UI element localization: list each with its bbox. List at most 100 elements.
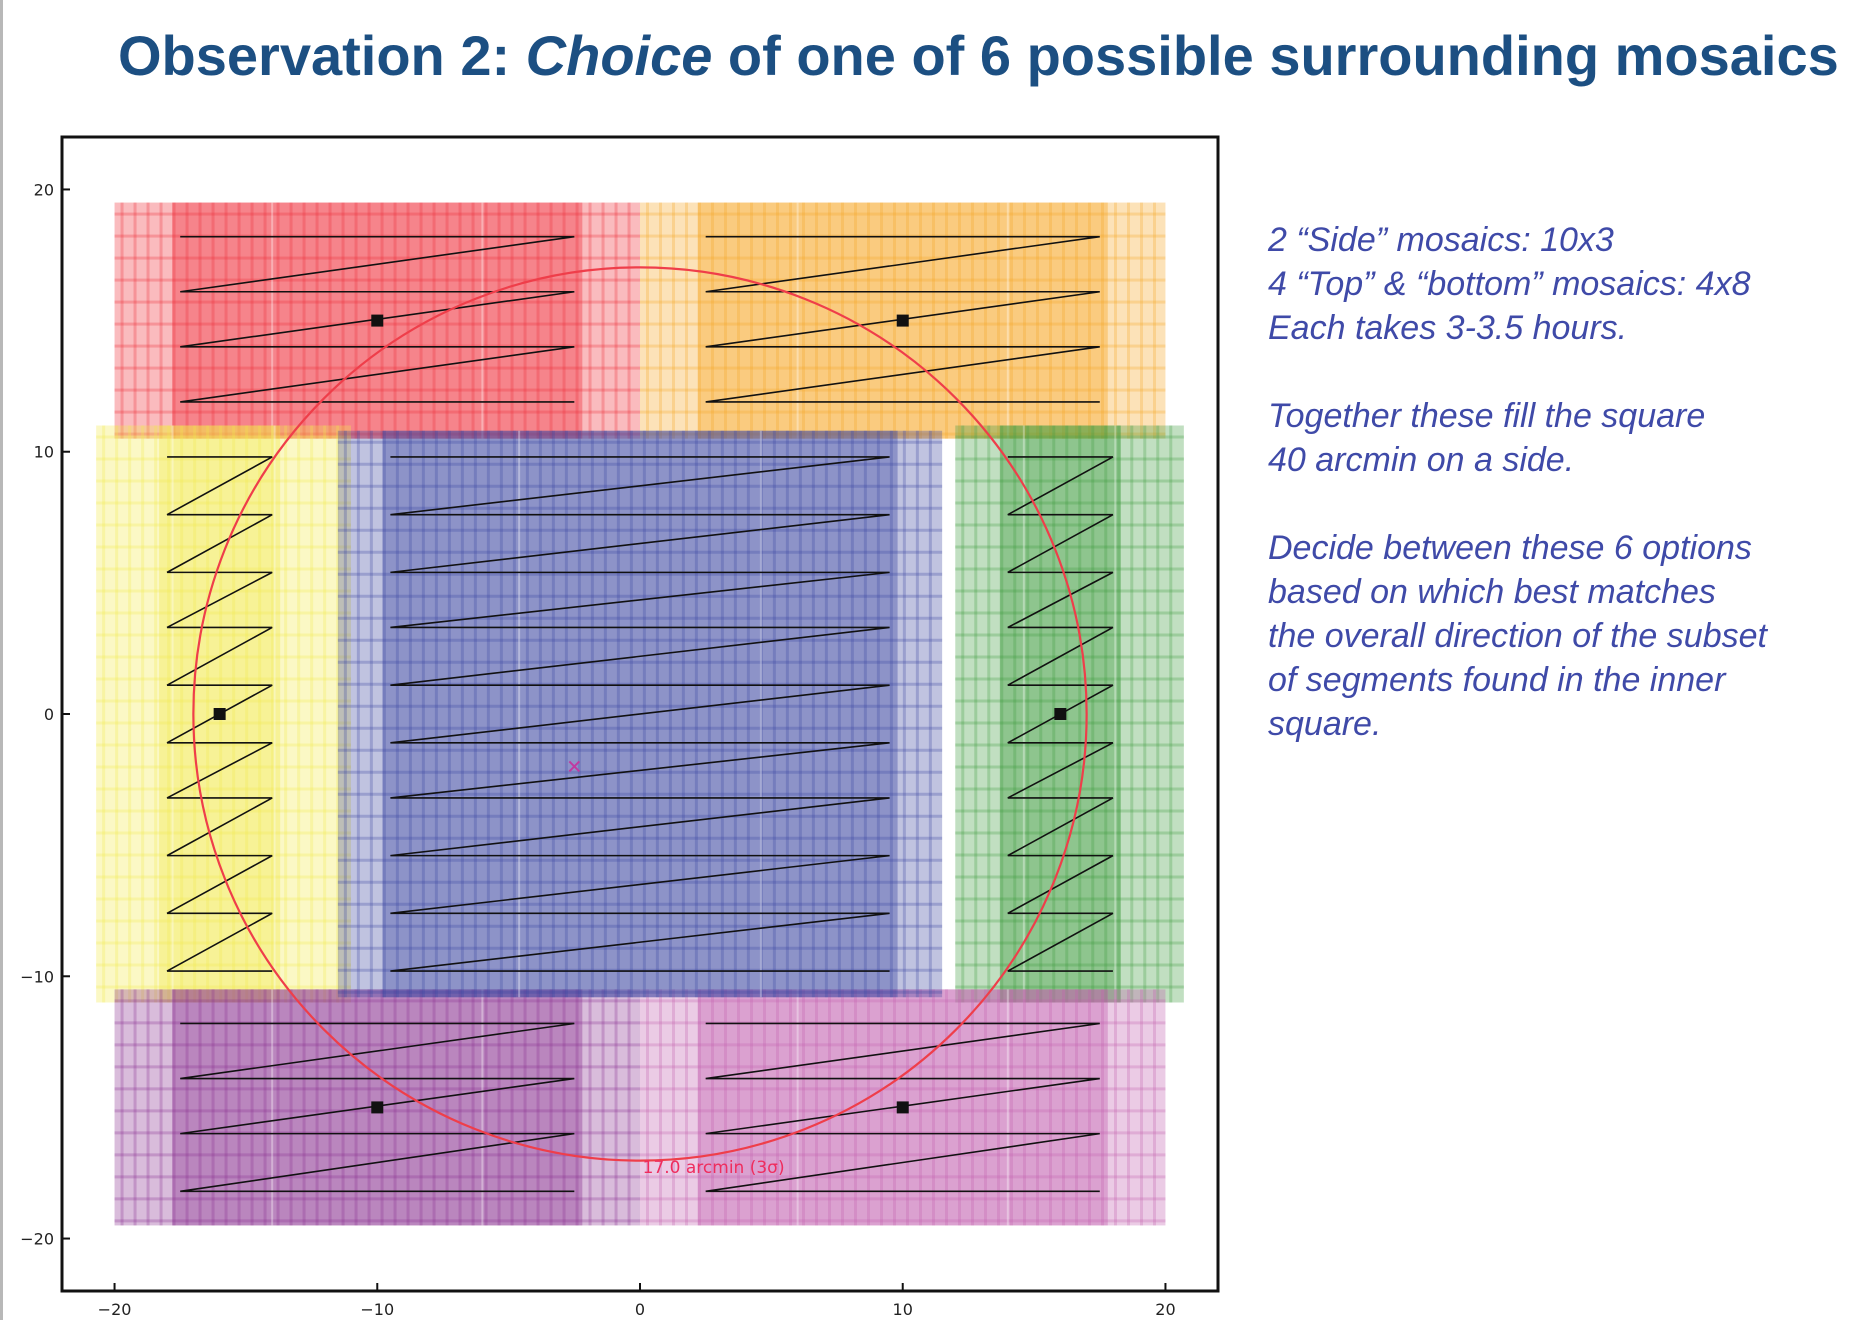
pointing-row: [337, 682, 943, 686]
pointing-column: [180, 425, 184, 1003]
pointing-column: [523, 202, 527, 439]
pointing-column: [1013, 425, 1017, 1003]
mosaic-top-right: [640, 202, 1166, 439]
notes-block-mosaic-sizes: 2 “Side” mosaics: 10x3 4 “Top” & “bottom”…: [1268, 218, 1838, 350]
pointing-column: [750, 989, 753, 1226]
pointing-column: [1114, 989, 1117, 1226]
pointing-row: [337, 880, 943, 884]
mosaic-center-marker: [1054, 708, 1067, 720]
pointing-column: [802, 202, 805, 439]
pointing-column: [802, 989, 805, 1226]
circle-label: 17.0 arcmin (3σ): [643, 1158, 785, 1178]
pointing-column: [614, 202, 618, 439]
notes-panel: 2 “Side” mosaics: 10x3 4 “Top” & “bottom”…: [1268, 218, 1838, 790]
pointing-row: [640, 432, 1166, 436]
pointing-column: [562, 989, 566, 1226]
pointing-column: [828, 202, 831, 439]
pointing-column: [746, 430, 750, 998]
pointing-column: [575, 989, 579, 1226]
pointing-column: [789, 989, 792, 1226]
y-tick-label: 0: [44, 705, 54, 724]
pointing-row: [337, 748, 943, 752]
pointing-column: [120, 989, 124, 1226]
pointing-column: [250, 202, 254, 439]
pointing-column: [172, 989, 176, 1226]
axis-ticks: −20 −10 0 10 20 20 10 0 −10 −20: [20, 180, 1175, 1319]
pointing-row: [96, 963, 352, 967]
pointing-column: [945, 202, 948, 439]
pointing-column: [867, 989, 870, 1226]
pointing-column: [1104, 425, 1108, 1003]
pointing-column: [354, 989, 358, 1226]
pointing-column: [1036, 202, 1039, 439]
pointing-column: [250, 989, 254, 1226]
pointing-column: [497, 202, 501, 439]
x-tick-label: 20: [1155, 1300, 1175, 1319]
pointing-column: [1075, 989, 1078, 1226]
pointing-column: [601, 202, 605, 439]
pointing-column: [406, 202, 410, 439]
pointing-row: [955, 941, 1184, 945]
pointing-column: [627, 989, 631, 1226]
pointing-column: [1127, 202, 1130, 439]
pointing-column: [984, 202, 987, 439]
y-tick-label: −20: [20, 1230, 54, 1249]
pointing-column: [1169, 425, 1173, 1003]
title-emphasis: Choice: [525, 24, 713, 87]
pointing-row: [955, 567, 1184, 571]
pointing-column: [328, 202, 332, 439]
pointing-column: [510, 989, 514, 1226]
mosaic-diagram: 17.0 arcmin (3σ) −20 −10 0 10 20 20 10 0 −10 −20: [20, 135, 1220, 1319]
three-sigma-circle: [192, 266, 1088, 1162]
pointing-column: [646, 202, 649, 439]
pointing-column: [297, 425, 301, 1003]
pointing-row: [640, 999, 1166, 1003]
slide-border: [0, 0, 3, 1320]
x-tick-label: 10: [893, 1300, 913, 1319]
x-tick-label: −20: [98, 1300, 132, 1319]
pointing-column: [867, 202, 870, 439]
y-tick-label: 20: [34, 180, 54, 199]
pointing-column: [310, 425, 314, 1003]
pointing-column: [232, 425, 236, 1003]
pointing-row: [96, 677, 352, 681]
pointing-row: [337, 990, 943, 994]
pointing-row: [96, 919, 352, 923]
pointing-column: [198, 989, 202, 1226]
pointing-column: [432, 202, 436, 439]
pointing-column: [206, 425, 210, 1003]
pointing-column: [750, 202, 753, 439]
mosaic-left-side: [96, 425, 352, 1003]
pointing-column: [172, 202, 176, 439]
notes-line: Each takes 3-3.5 hours.: [1268, 309, 1628, 347]
pointing-column: [629, 430, 633, 998]
pointing-column: [915, 430, 919, 998]
pointing-column: [919, 202, 922, 439]
pointing-row: [114, 212, 640, 216]
pointing-column: [698, 989, 701, 1226]
y-tick-label: 10: [34, 443, 54, 462]
pointing-row: [96, 809, 352, 813]
notes-line: 2 “Side” mosaics: 10x3: [1268, 221, 1614, 259]
circle-layer: 17.0 arcmin (3σ): [192, 266, 1088, 1178]
pointing-column: [336, 425, 340, 1003]
pointing-column: [471, 989, 475, 1226]
pointing-row: [337, 726, 943, 730]
pointing-column: [341, 989, 345, 1226]
pointing-column: [289, 989, 293, 1226]
pointing-column: [672, 989, 675, 1226]
pointing-column: [733, 430, 737, 998]
pointing-row: [114, 1219, 640, 1223]
mosaic-right-side: [955, 425, 1184, 1003]
pointing-column: [393, 202, 397, 439]
pointing-row: [337, 638, 943, 642]
pointing-column: [932, 202, 935, 439]
notes-line: the overall direction of the subset: [1268, 617, 1767, 655]
pointing-column: [185, 202, 189, 439]
pointing-column: [685, 989, 688, 1226]
pointing-row: [96, 699, 352, 703]
pointing-column: [984, 989, 987, 1226]
pointing-column: [564, 430, 568, 998]
pointing-row: [114, 1087, 640, 1091]
pointing-column: [549, 989, 553, 1226]
